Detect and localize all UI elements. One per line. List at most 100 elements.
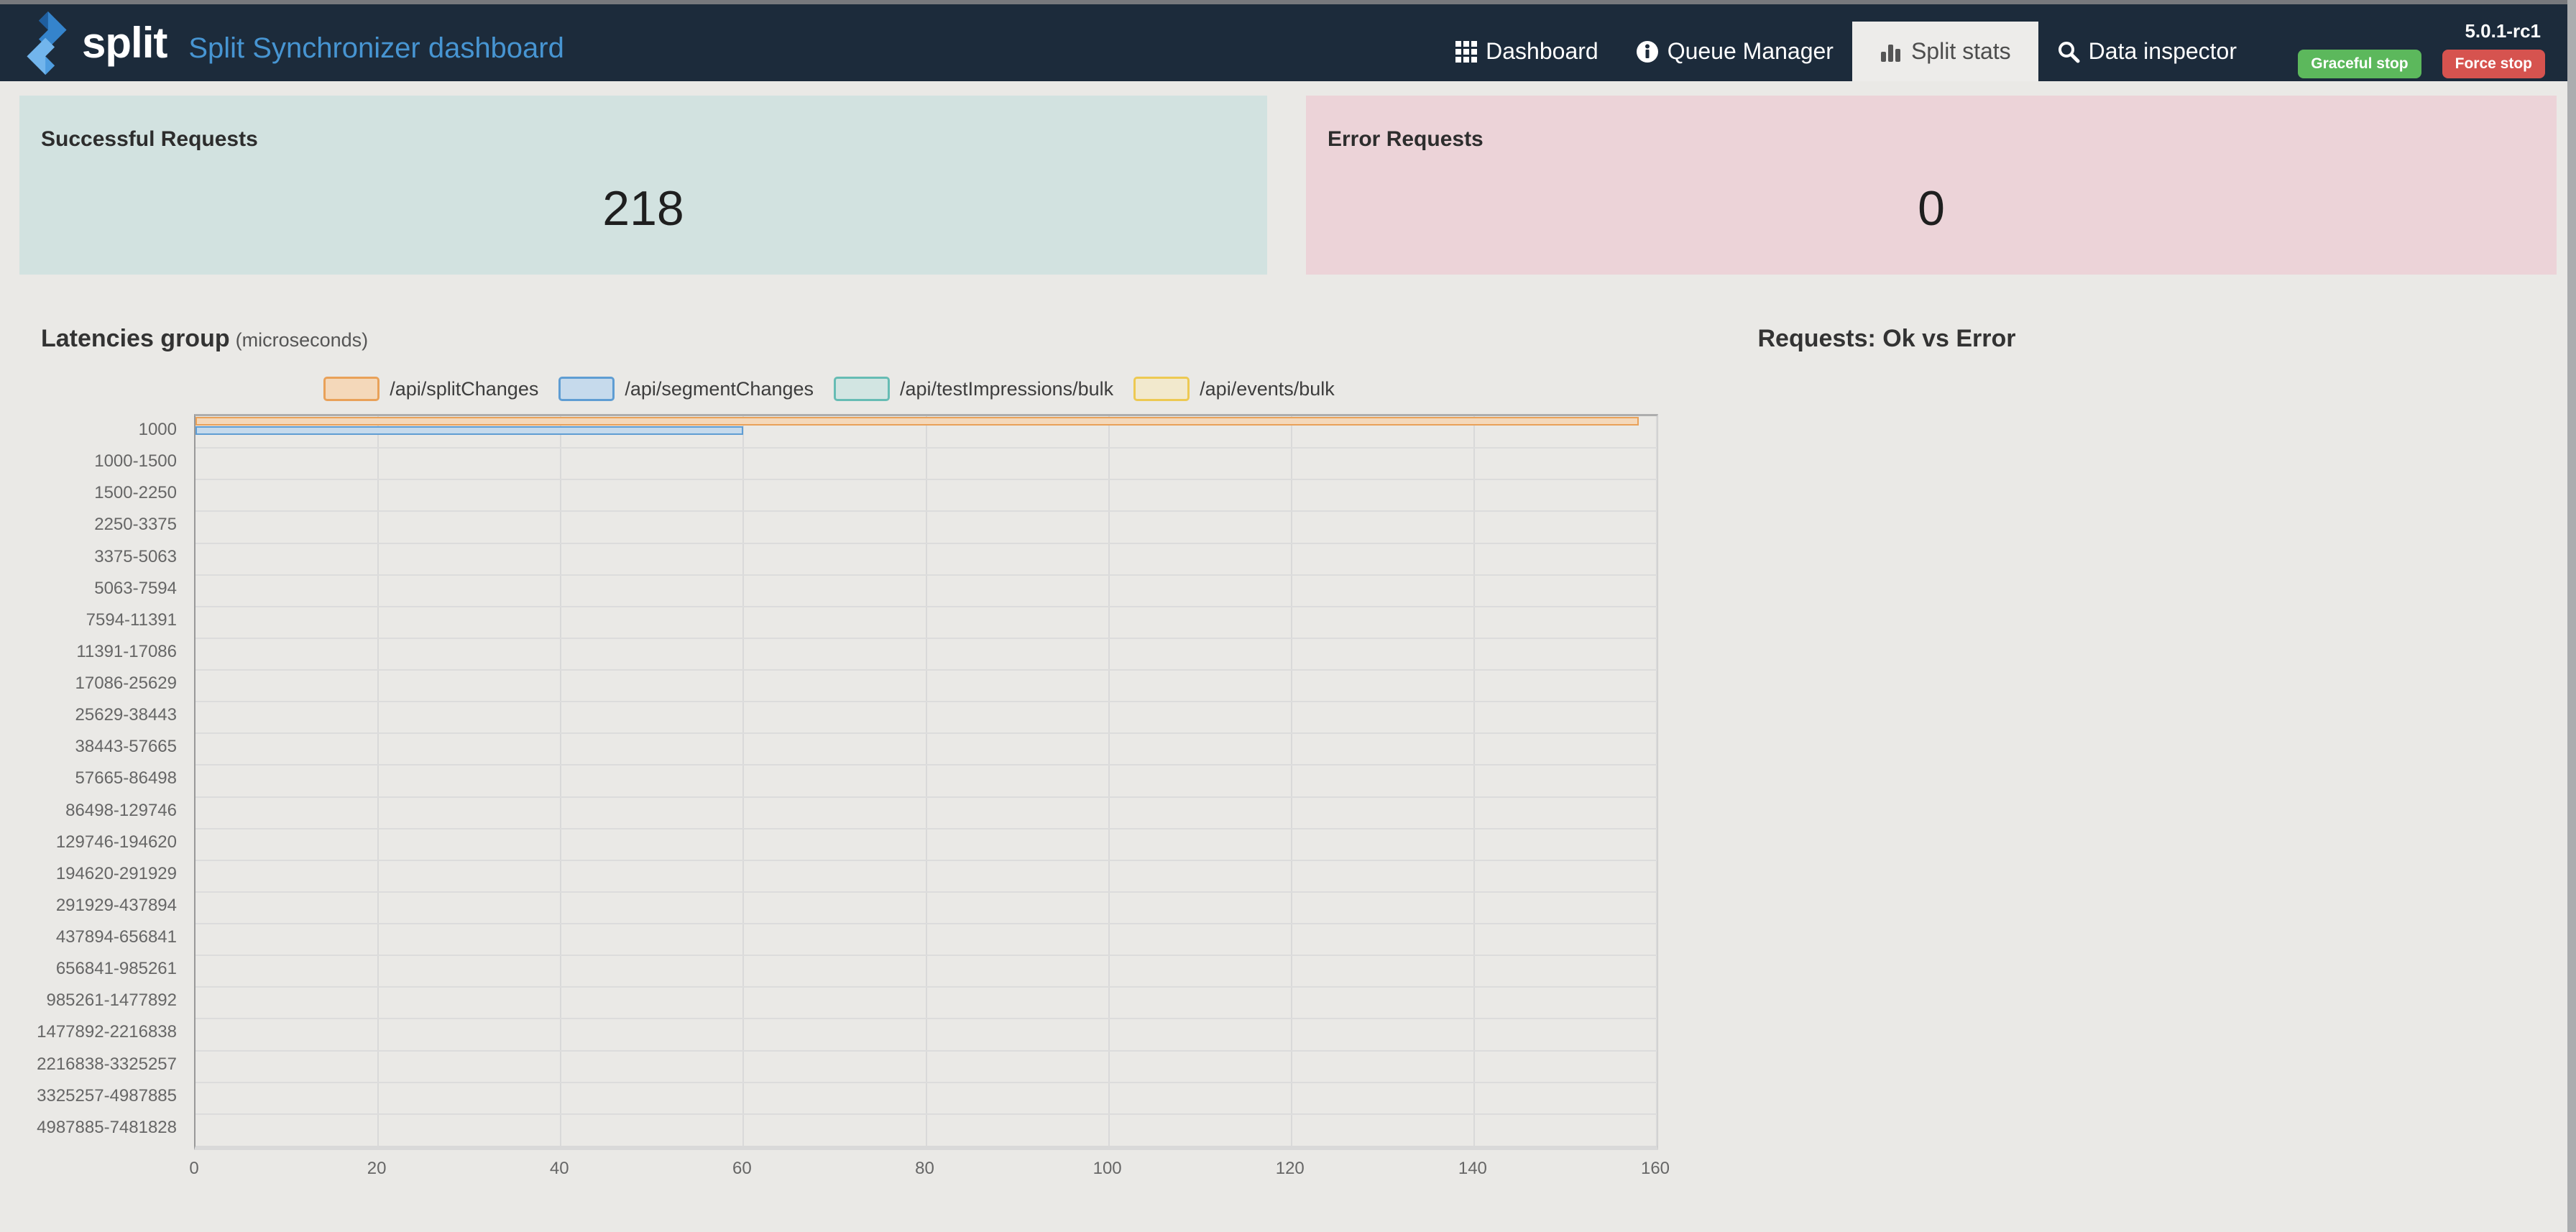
y-axis-category-label: 2250-3375 xyxy=(94,515,177,535)
x-axis-tick-label: 160 xyxy=(1640,1159,1670,1178)
successful-requests-card: Successful Requests 218 xyxy=(19,96,1267,275)
legend-item[interactable]: /api/events/bulk xyxy=(1133,377,1335,401)
row-separator xyxy=(196,510,1657,512)
y-axis-category-label: 1477892-2216838 xyxy=(37,1022,177,1042)
stop-buttons: Graceful stop Force stop xyxy=(2298,50,2545,78)
row-separator xyxy=(196,764,1657,766)
y-axis-category-label: 25629-38443 xyxy=(75,705,177,725)
legend-label: /api/splitChanges xyxy=(390,377,539,400)
split-logo-icon xyxy=(27,11,67,75)
brand-name: split xyxy=(82,19,167,67)
row-separator xyxy=(196,986,1657,988)
row-separator xyxy=(196,637,1657,639)
bar-chart-icon xyxy=(1880,40,1903,63)
search-icon xyxy=(2057,40,2080,63)
y-axis-category-label: 11391-17086 xyxy=(76,641,177,661)
latency-bar xyxy=(196,417,1639,426)
y-axis-category-label: 4987885-7481828 xyxy=(37,1117,177,1137)
legend-item[interactable]: /api/splitChanges xyxy=(323,377,538,401)
legend-swatch xyxy=(558,377,615,401)
y-axis-category-label: 3325257-4987885 xyxy=(37,1085,177,1105)
y-axis-category-label: 7594-11391 xyxy=(86,610,177,630)
legend-swatch xyxy=(1133,377,1190,401)
nav-item-label: Queue Manager xyxy=(1667,38,1834,64)
x-axis-tick-label: 20 xyxy=(367,1159,387,1178)
graceful-stop-button[interactable]: Graceful stop xyxy=(2298,50,2421,78)
latencies-section-title: Latencies group (microseconds) xyxy=(41,325,368,353)
row-separator xyxy=(196,732,1657,735)
x-axis-tick-label: 100 xyxy=(1092,1159,1122,1178)
row-separator xyxy=(196,796,1657,798)
row-separator xyxy=(196,1081,1657,1083)
y-axis-category-label: 57665-86498 xyxy=(75,768,177,789)
legend-item[interactable]: /api/segmentChanges xyxy=(558,377,814,401)
gridline xyxy=(1108,416,1110,1146)
brand: split Split Synchronizer dashboard xyxy=(22,4,564,81)
legend-label: /api/testImpressions/bulk xyxy=(900,377,1114,400)
gridline xyxy=(377,416,380,1146)
nav-item-data-inspector[interactable]: Data inspector xyxy=(2038,22,2255,81)
row-separator xyxy=(196,827,1657,829)
force-stop-button[interactable]: Force stop xyxy=(2442,50,2545,78)
nav-right: 5.0.1-rc1 Graceful stop Force stop xyxy=(2298,20,2545,78)
y-axis-category-label: 291929-437894 xyxy=(55,895,177,915)
nav-menu: Dashboard Queue Manager xyxy=(1437,22,2255,81)
latencies-chart: /api/splitChanges/api/segmentChanges/api… xyxy=(0,377,1670,1178)
x-axis-tick-label: 120 xyxy=(1275,1159,1305,1178)
row-separator xyxy=(196,923,1657,925)
row-separator xyxy=(196,447,1657,449)
y-axis-category-label: 129746-194620 xyxy=(55,832,177,852)
y-axis-category-label: 1000-1500 xyxy=(94,451,177,472)
brand-text: split Split Synchronizer dashboard xyxy=(82,18,564,68)
navbar: split Split Synchronizer dashboard Dashb… xyxy=(0,4,2567,81)
window-top-edge xyxy=(0,0,2576,4)
gridline xyxy=(1473,416,1475,1146)
y-axis-category-label: 985261-1477892 xyxy=(46,990,177,1011)
y-axis-category-label: 1500-2250 xyxy=(94,483,177,503)
nav-item-label: Dashboard xyxy=(1486,38,1598,64)
latencies-title-text: Latencies group xyxy=(41,325,230,352)
row-separator xyxy=(196,1018,1657,1020)
nav-item-dashboard[interactable]: Dashboard xyxy=(1437,22,1617,81)
nav-item-split-stats[interactable]: Split stats xyxy=(1852,22,2038,81)
x-axis-tick-label: 140 xyxy=(1458,1159,1487,1178)
legend-item[interactable]: /api/testImpressions/bulk xyxy=(834,377,1113,401)
legend-swatch xyxy=(323,377,380,401)
nav-item-queue-manager[interactable]: Queue Manager xyxy=(1617,22,1852,81)
latency-legend: /api/splitChanges/api/segmentChanges/api… xyxy=(0,377,1658,401)
row-separator xyxy=(196,479,1657,481)
error-requests-card: Error Requests 0 xyxy=(1306,96,2557,275)
y-axis-category-label: 437894-656841 xyxy=(55,927,177,947)
row-separator xyxy=(196,574,1657,576)
y-axis-category-label: 86498-129746 xyxy=(65,800,177,820)
page-title: Split Synchronizer dashboard xyxy=(188,32,564,64)
row-separator xyxy=(196,542,1657,544)
latency-bar xyxy=(196,426,744,435)
y-axis-category-label: 194620-291929 xyxy=(55,863,177,883)
x-axis-tick-label: 60 xyxy=(732,1159,752,1178)
error-requests-value: 0 xyxy=(1918,181,1945,236)
row-separator xyxy=(196,891,1657,893)
legend-label: /api/events/bulk xyxy=(1200,377,1335,400)
successful-requests-value: 218 xyxy=(602,181,684,236)
error-requests-title: Error Requests xyxy=(1328,127,1484,151)
grid-icon xyxy=(1455,40,1478,63)
gridline xyxy=(560,416,562,1146)
y-axis-category-label: 1000 xyxy=(138,420,177,439)
legend-swatch xyxy=(834,377,891,401)
gridline xyxy=(1290,416,1292,1146)
y-axis-category-label: 656841-985261 xyxy=(55,959,177,979)
nav-item-label: Split stats xyxy=(1910,38,2011,64)
y-axis-category-label: 17086-25629 xyxy=(75,674,177,694)
latency-plot xyxy=(194,414,1658,1150)
x-axis-tick-label: 0 xyxy=(189,1159,199,1178)
gridline xyxy=(742,416,745,1146)
x-axis-tick-label: 40 xyxy=(549,1159,569,1178)
y-axis-category-label: 5063-7594 xyxy=(94,578,177,598)
gridline xyxy=(1656,416,1657,1146)
scrollbar[interactable] xyxy=(2567,0,2576,1232)
nav-item-label: Data inspector xyxy=(2088,38,2237,64)
successful-requests-title: Successful Requests xyxy=(41,127,258,151)
row-separator xyxy=(196,605,1657,607)
